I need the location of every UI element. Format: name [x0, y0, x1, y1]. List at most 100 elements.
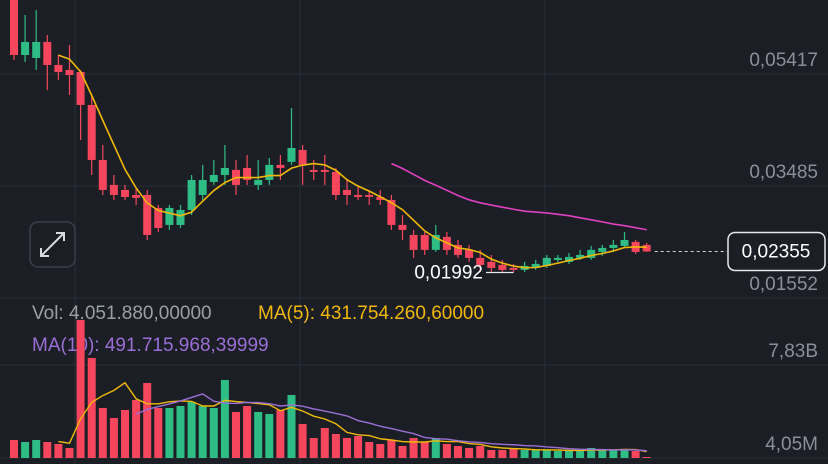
candle-body: [198, 179, 207, 195]
y-tick-label: 0,03485: [749, 162, 818, 183]
candle-body: [65, 69, 74, 75]
volume-bar: [431, 437, 440, 458]
candle-body: [420, 234, 429, 250]
candle-body: [132, 194, 141, 198]
volume-bar: [553, 451, 562, 458]
volume-bar: [531, 449, 540, 458]
candle-body: [154, 207, 163, 228]
volume-bar: [454, 446, 462, 458]
volume-bar: [176, 405, 185, 458]
candle-body: [287, 147, 296, 162]
candle-body: [298, 149, 307, 165]
candle-body: [598, 247, 607, 252]
candle-body: [609, 244, 618, 248]
candle-body: [187, 179, 196, 210]
candle-body: [331, 171, 340, 195]
candle-body: [243, 167, 252, 180]
candle-body: [10, 0, 18, 55]
candle-body: [376, 196, 385, 200]
volume-bar: [331, 433, 340, 458]
volume-bar: [598, 449, 607, 458]
volume-bar: [220, 379, 229, 458]
y2-tick-label: 4,05M: [765, 434, 818, 455]
volume-bar: [320, 427, 329, 458]
candle-body: [309, 169, 318, 172]
volume-bar: [121, 409, 129, 458]
candle-body: [542, 257, 551, 266]
volume-bar: [509, 448, 518, 458]
volume-bar: [354, 435, 363, 458]
volume-bar: [43, 441, 52, 458]
candle-body: [476, 257, 485, 265]
ma-line: [391, 162, 647, 231]
volume-ma-line: [58, 381, 647, 453]
volume-bar: [243, 405, 252, 458]
candle-body: [43, 41, 52, 65]
candle-body: [176, 209, 185, 225]
candle-body: [165, 207, 174, 225]
volume-bar: [154, 407, 163, 458]
volume-bar: [276, 409, 285, 458]
volume-bar: [642, 457, 651, 458]
candle-body: [398, 224, 407, 230]
candle-body: [365, 194, 374, 197]
volume-bar: [465, 447, 474, 458]
volume-bar: [420, 441, 429, 458]
volume-bar: [10, 439, 18, 458]
candle-body: [354, 194, 363, 197]
volume-bar: [498, 449, 507, 458]
volume-bar: [298, 423, 307, 458]
candle-body: [642, 244, 651, 252]
volume-bar: [132, 399, 141, 458]
volume-bar: [109, 417, 118, 458]
volume-bar: [309, 437, 318, 458]
volume-bar: [376, 443, 385, 458]
candle-body: [565, 256, 573, 262]
candle-body: [54, 64, 63, 72]
low-marker-label: 0,01992: [414, 263, 483, 284]
volume-bar: [343, 437, 351, 458]
candle-body: [121, 189, 129, 197]
candle-body: [409, 234, 418, 250]
volume-bar: [576, 449, 585, 458]
volume-ma-line: [135, 393, 647, 452]
volume-bar: [609, 449, 618, 458]
volume-bar: [87, 357, 96, 458]
candle-body: [487, 261, 496, 268]
candle-body: [509, 267, 518, 270]
volume-bar: [620, 448, 629, 458]
volume-bar: [587, 447, 596, 458]
candle-body: [587, 249, 596, 258]
candle-body: [220, 167, 229, 175]
volume-bar: [21, 441, 30, 458]
volume-bar: [442, 443, 451, 458]
volume-bar: [198, 405, 207, 458]
candle-body: [454, 244, 462, 255]
candle-body: [276, 164, 285, 168]
expand-icon[interactable]: [40, 232, 65, 257]
candle-body: [531, 263, 540, 268]
candle-body: [265, 164, 274, 180]
ma-line: [58, 54, 647, 269]
volume-bar: [232, 411, 240, 458]
candle-body: [320, 169, 329, 172]
ma5-text: MA(5): 431.754.260,60000: [258, 303, 484, 324]
volume-bar: [254, 411, 263, 458]
volume-bar: [409, 437, 418, 458]
candle-body: [209, 174, 218, 182]
candle-body: [431, 234, 440, 250]
candle-body: [98, 159, 107, 190]
candle-body: [553, 257, 562, 260]
ma10-text: MA(10): 491.715.968,39999: [32, 335, 269, 356]
expand-button[interactable]: [29, 221, 76, 268]
y-tick-label: 0,05417: [749, 50, 818, 71]
volume-bar: [565, 451, 573, 458]
candle-body: [32, 41, 41, 58]
candle-body: [254, 179, 263, 185]
last-price-box: [727, 231, 826, 272]
volume-text: Vol: 4.051.880,00000: [32, 303, 212, 324]
candle-body: [620, 239, 629, 246]
volume-bar: [287, 394, 296, 458]
volume-bar: [187, 401, 196, 458]
